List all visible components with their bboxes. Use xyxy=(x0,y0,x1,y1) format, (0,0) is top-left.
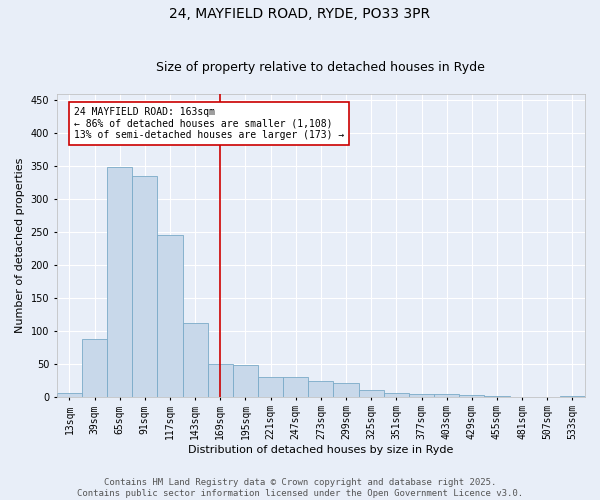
Bar xyxy=(283,377,308,396)
Bar xyxy=(82,338,107,396)
Bar xyxy=(359,390,384,396)
Bar xyxy=(107,168,132,396)
Bar xyxy=(157,236,182,396)
Bar xyxy=(233,365,258,396)
Title: Size of property relative to detached houses in Ryde: Size of property relative to detached ho… xyxy=(157,62,485,74)
Text: 24 MAYFIELD ROAD: 163sqm
← 86% of detached houses are smaller (1,108)
13% of sem: 24 MAYFIELD ROAD: 163sqm ← 86% of detach… xyxy=(74,107,344,140)
Bar xyxy=(459,395,484,396)
Bar xyxy=(258,377,283,396)
Bar xyxy=(384,392,409,396)
Bar xyxy=(57,394,82,396)
Bar xyxy=(208,364,233,396)
Bar xyxy=(308,381,334,396)
Text: Contains HM Land Registry data © Crown copyright and database right 2025.
Contai: Contains HM Land Registry data © Crown c… xyxy=(77,478,523,498)
Y-axis label: Number of detached properties: Number of detached properties xyxy=(15,158,25,333)
Bar xyxy=(334,384,359,396)
X-axis label: Distribution of detached houses by size in Ryde: Distribution of detached houses by size … xyxy=(188,445,454,455)
Text: 24, MAYFIELD ROAD, RYDE, PO33 3PR: 24, MAYFIELD ROAD, RYDE, PO33 3PR xyxy=(169,8,431,22)
Bar xyxy=(132,176,157,396)
Bar xyxy=(434,394,459,396)
Bar xyxy=(409,394,434,396)
Bar xyxy=(182,323,208,396)
